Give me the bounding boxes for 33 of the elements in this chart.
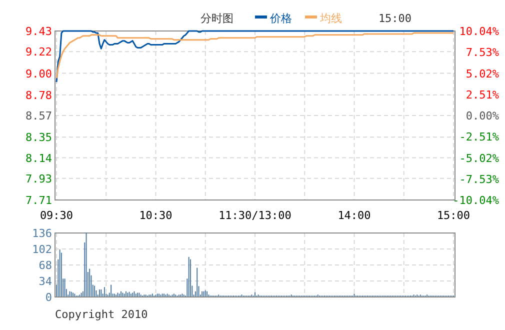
chart-title: 分时图 — [200, 12, 234, 25]
y2-tick-label: 2.51% — [466, 88, 500, 102]
y-tick-label: 9.00 — [26, 67, 52, 80]
y-tick-label: 8.35 — [26, 131, 52, 144]
y-tick-label: 68 — [38, 259, 52, 272]
y2-tick-label: 10.04% — [459, 25, 500, 38]
y2-tick-label: 5.02% — [466, 67, 500, 80]
y-tick-label: 136 — [32, 227, 52, 240]
x-tick-label: 15:00 — [436, 209, 470, 222]
y-tick-label: 0 — [45, 291, 52, 304]
y2-tick-label: -2.51% — [459, 130, 500, 144]
x-tick-label: 11:30/13:00 — [218, 209, 292, 222]
legend-label: 均线 — [319, 12, 342, 25]
y2-tick-label: -7.53% — [459, 172, 500, 186]
x-tick-label: 09:30 — [40, 209, 74, 222]
y-tick-label: 8.14 — [26, 152, 52, 165]
y2-tick-label: -10.04% — [452, 194, 500, 207]
x-tick-label: 14:00 — [338, 209, 371, 222]
y-tick-label: 9.43 — [26, 25, 52, 38]
y-tick-label: 8.78 — [26, 88, 52, 102]
text: 15:00 — [378, 12, 412, 25]
y-tick-label: 7.71 — [26, 194, 52, 207]
y-tick-label: 34 — [38, 275, 52, 288]
y2-tick-label: 7.53% — [466, 46, 500, 60]
x-tick-label: 10:30 — [139, 209, 172, 222]
y2-tick-label: -5.02% — [459, 152, 500, 165]
y-tick-label: 8.57 — [26, 110, 52, 122]
y2-tick-label: 0.00% — [466, 110, 500, 122]
y-tick-label: 7.93 — [26, 172, 52, 186]
legend-label: 价格 — [269, 12, 292, 25]
text: Copyright 2010 — [55, 308, 148, 321]
y-tick-label: 9.22 — [26, 46, 52, 59]
y-tick-label: 102 — [32, 243, 52, 256]
